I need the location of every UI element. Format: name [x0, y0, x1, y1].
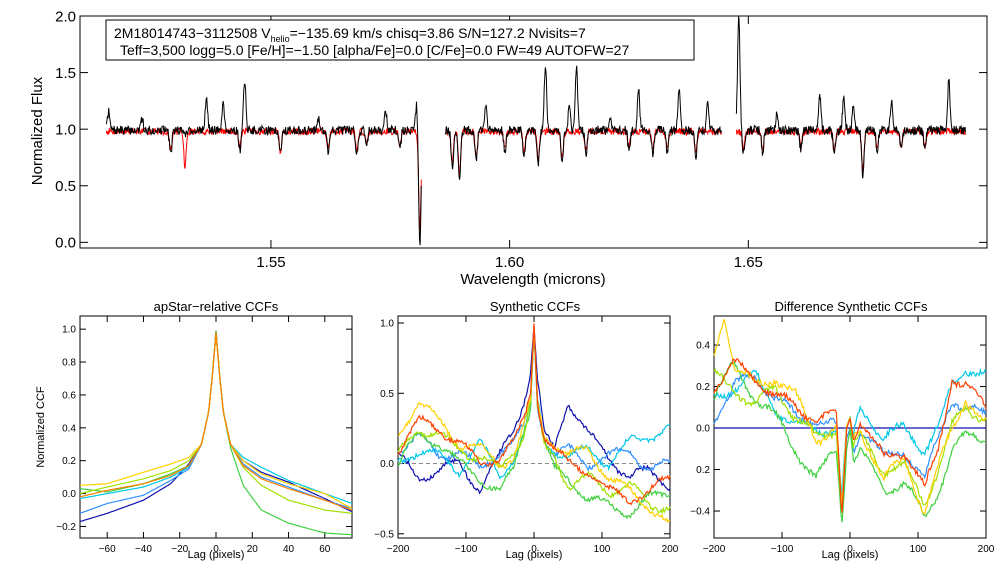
- ccf-synthetic-series-line: [397, 326, 671, 524]
- ccf-apstar-ytick-label: 0.8: [62, 358, 76, 369]
- ccf-synthetic-series-line: [397, 327, 671, 520]
- ccf-difference-ytick-label: 0.0: [696, 424, 710, 435]
- spectrum-ytick-label: 0.0: [55, 235, 76, 252]
- ccf-apstar-ytick-label: 0.6: [62, 390, 76, 401]
- ccf-synthetic-lines: [397, 323, 671, 524]
- ccf-apstar-ytick-label: 1.0: [62, 325, 76, 336]
- ccf-difference-chart: Difference Synthetic CCFs −200 −100 0 100 20…: [690, 299, 995, 561]
- ccf-difference-ytick-label: 0.2: [696, 465, 710, 476]
- ccf-synthetic-ytick-label: 0.0: [380, 459, 394, 470]
- ccf-apstar-ylabel: Normalized CCF: [35, 386, 47, 468]
- ccf-synthetic-xtick-label: −200: [387, 544, 410, 555]
- ccf-apstar-ytick-label: 0.0: [62, 489, 76, 500]
- ccf-synthetic-chart: Synthetic CCFs −200 −100 0 100 200 −0.5 0.0 0.5…: [374, 299, 679, 561]
- ccf-apstar-series-line: [79, 330, 353, 523]
- ccf-synthetic-frame: [397, 315, 671, 539]
- spectrum-chart: 1.55 1.60 1.65 0.0 0.5 1.0 1.5 2.0 2M18014743−3…: [29, 8, 988, 288]
- ccf-difference-xtick-label: −200: [703, 544, 726, 555]
- ccf-synthetic-xtick-label: 200: [662, 544, 679, 555]
- ccf-apstar-chart: apStar−relative CCFs −60 −40 −20 0 20 40 60 −0.…: [35, 299, 353, 561]
- ccf-synthetic-series-line: [397, 323, 671, 506]
- ccf-difference-xlabel: Lag (pixels): [822, 549, 879, 561]
- spectrum-observed-line: [105, 83, 422, 246]
- ccf-difference-ytick-label: 0.4: [696, 341, 710, 352]
- ccf-apstar-series-line: [79, 332, 353, 514]
- ccf-apstar-frame: [79, 315, 353, 539]
- ccf-apstar-series-line: [79, 334, 353, 509]
- ccf-synthetic-series-line: [397, 330, 671, 472]
- ccf-difference-xtick-label: 100: [910, 544, 927, 555]
- ccf-synthetic-series-line: [397, 328, 671, 515]
- spectrum-observed-line: [735, 15, 966, 179]
- ccf-apstar-ytick-label: 0.2: [62, 456, 76, 467]
- ccf-difference-xtick-label: −100: [771, 544, 794, 555]
- ccf-difference-series-line: [713, 358, 987, 513]
- ccf-synthetic-ytick-label: −0.5: [374, 529, 394, 540]
- spectrum-xtick-label: 1.55: [256, 254, 285, 271]
- spectrum-xtick-label: 1.65: [734, 254, 763, 271]
- ccf-synthetic-ytick-label: 1.0: [380, 319, 394, 330]
- ccf-synthetic-ytick-label: 0.5: [380, 389, 394, 400]
- ccf-apstar-lines: [79, 330, 353, 536]
- ccf-synthetic-title: Synthetic CCFs: [490, 299, 581, 314]
- spectrum-plot-frame: [79, 15, 988, 249]
- ccf-apstar-xtick-label: −20: [171, 544, 188, 555]
- ccf-apstar-xlabel: Lag (pixels): [188, 549, 245, 561]
- ccf-difference-series-line: [713, 360, 987, 523]
- ccf-difference-ytick-label: −0.4: [690, 507, 710, 518]
- ccf-difference-title: Difference Synthetic CCFs: [775, 299, 928, 314]
- ccf-apstar-ticks: −60 −40 −20 0 20 40 60 −0.2 0.0 0.2 0.4 0.6 0.8 1.0: [56, 316, 352, 555]
- spectrum-ytick-label: 1.5: [55, 65, 76, 82]
- ccf-apstar-ytick-label: 0.4: [62, 423, 76, 434]
- ccf-apstar-xtick-label: 0: [213, 544, 219, 555]
- ccf-difference-frame: [713, 315, 987, 539]
- ccf-apstar-xtick-label: 40: [283, 544, 295, 555]
- ccf-difference-xtick-label: 200: [978, 544, 995, 555]
- spectrum-ytick-label: 1.0: [55, 121, 76, 138]
- ccf-difference-lines: [713, 318, 987, 523]
- spectrum-xlabel: Wavelength (microns): [460, 271, 605, 288]
- ccf-apstar-title: apStar−relative CCFs: [154, 299, 279, 314]
- spectrum-lines: [105, 15, 966, 246]
- ccf-difference-series-line: [713, 318, 987, 515]
- ccf-synthetic-xtick-label: −100: [455, 544, 478, 555]
- ccf-synthetic-xlabel: Lag (pixels): [506, 549, 563, 561]
- spectrum-ytick-label: 2.0: [55, 8, 76, 25]
- spectrum-ylabel: Normalized Flux: [29, 76, 46, 185]
- spectrum-info-line1: 2M18014743−3112508 Vhelio=−135.69 km/s c…: [114, 25, 586, 44]
- spectrum-info-box: [105, 19, 695, 61]
- spectrum-model-line: [105, 126, 422, 230]
- ccf-apstar-xtick-label: 20: [247, 544, 259, 555]
- ccf-synthetic-xtick-label: 100: [594, 544, 611, 555]
- ccf-synthetic-ticks: −200 −100 0 100 200 −0.5 0.0 0.5 1.0: [374, 316, 679, 555]
- ccf-apstar-xtick-label: 60: [319, 544, 331, 555]
- ccf-synthetic-series-line: [397, 325, 671, 495]
- ccf-apstar-series-line: [79, 332, 353, 505]
- ccf-difference-xtick-label: 0: [847, 544, 853, 555]
- ccf-synthetic-xtick-label: 0: [531, 544, 537, 555]
- ccf-difference-series-line: [713, 368, 987, 511]
- ccf-apstar-series-line: [79, 330, 353, 536]
- spectrum-model-line: [735, 126, 966, 174]
- helio-subscript: helio: [271, 34, 290, 44]
- ccf-apstar-ytick-label: −0.2: [56, 522, 76, 533]
- spectrum-observed-line: [444, 65, 723, 180]
- spectrum-ticks: 1.55 1.60 1.65 0.0 0.5 1.0 1.5 2.0: [55, 8, 987, 271]
- ccf-apstar-series-line: [79, 332, 353, 511]
- ccf-difference-series-line: [713, 367, 987, 497]
- spectrum-ytick-label: 0.5: [55, 178, 76, 195]
- spectrum-info-line2: Teff=3,500 logg=5.0 [Fe/H]=−1.50 [alpha/…: [120, 42, 629, 58]
- ccf-difference-ytick-label: 0.2: [696, 382, 710, 393]
- ccf-apstar-xtick-label: −60: [99, 544, 116, 555]
- ccf-apstar-series-line: [79, 332, 353, 514]
- spectrum-xtick-label: 1.60: [495, 254, 524, 271]
- ccf-difference-series-line: [713, 372, 987, 502]
- ccf-apstar-xtick-label: −40: [135, 544, 152, 555]
